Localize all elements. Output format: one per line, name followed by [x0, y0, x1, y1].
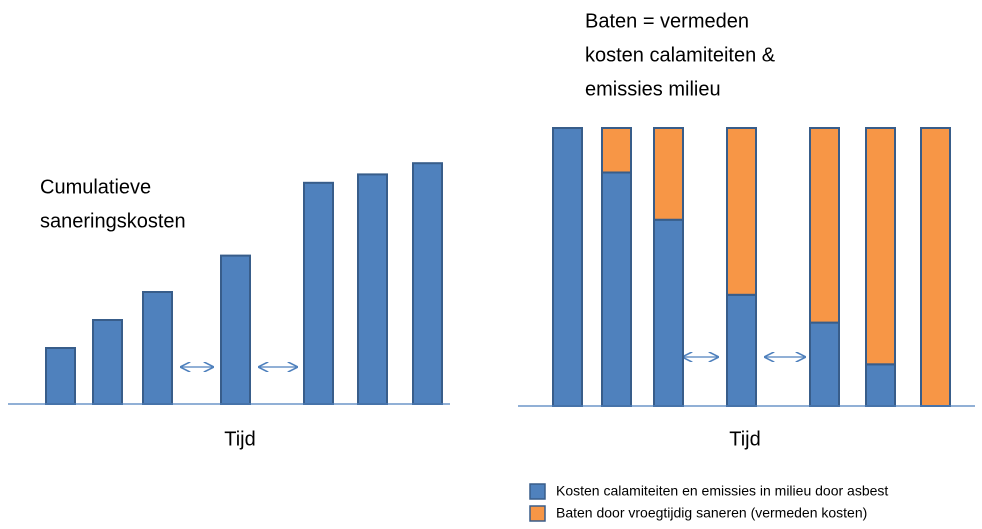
bar-segment [601, 171, 632, 407]
bar [142, 291, 173, 405]
bar [303, 181, 334, 405]
bar-segment [726, 127, 757, 296]
bar [92, 319, 123, 405]
legend-swatch [529, 483, 546, 500]
legend-label: Baten door vroegtijdig saneren (vermeden… [556, 505, 867, 521]
bar-segment [865, 127, 896, 366]
x-axis-label: Tijd [729, 428, 760, 450]
bar-segment [653, 127, 684, 221]
bar [45, 347, 76, 405]
arrows [181, 357, 805, 367]
chart-title: emissies milieu [585, 78, 721, 100]
bar-segment [865, 363, 896, 407]
bar [220, 254, 251, 405]
bar [412, 162, 443, 405]
legend-label: Kosten calamiteiten en emissies in milie… [556, 483, 888, 499]
bar-segment [726, 293, 757, 407]
chart-title: Cumulatieve [40, 176, 151, 198]
legend-swatch [529, 505, 546, 522]
bar-segment [552, 127, 583, 407]
bar [357, 173, 388, 405]
x-axis-label: Tijd [224, 428, 255, 450]
chart-title: Baten = vermeden [585, 10, 749, 32]
bar-segment [653, 218, 684, 407]
chart-title: kosten calamiteiten & [585, 44, 776, 66]
bar-segment [809, 127, 840, 324]
bar-segment [809, 321, 840, 408]
bar-segment [601, 127, 632, 174]
chart-title: saneringskosten [40, 210, 186, 232]
bar-segment [920, 127, 951, 407]
